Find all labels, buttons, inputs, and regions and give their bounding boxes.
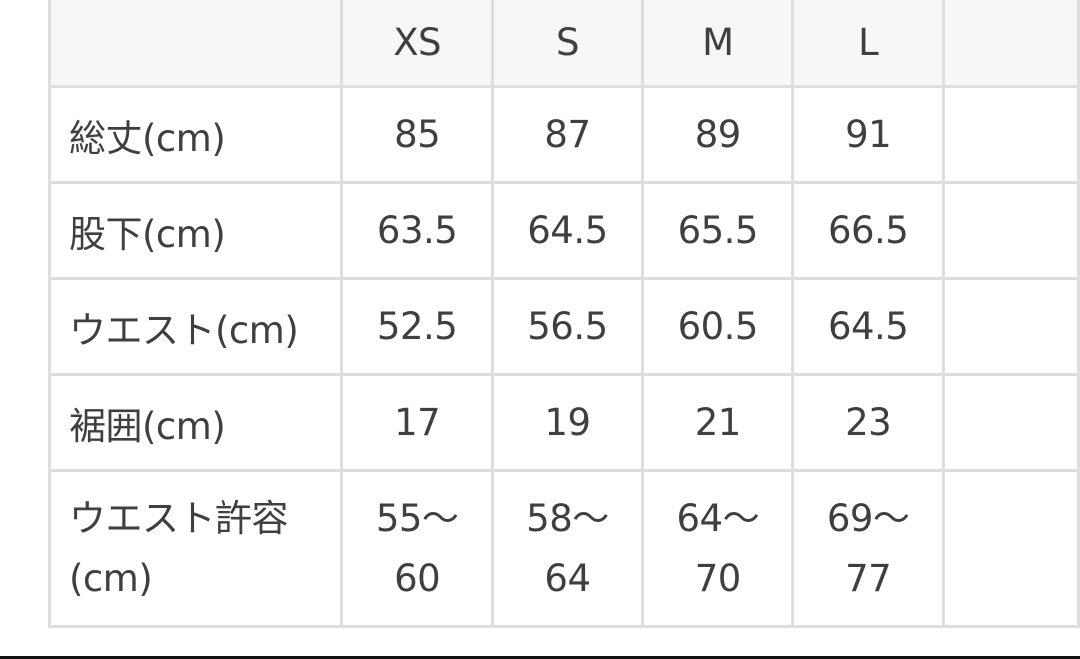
cell: [941, 469, 1080, 628]
cell: 52.5: [340, 277, 494, 376]
row-label: 総丈(cm): [47, 85, 344, 184]
divider: [0, 656, 1080, 659]
cell: 19: [490, 373, 645, 472]
cell: 85: [340, 85, 494, 184]
size-table-container: XS S M L 総丈(cm) 85 87 89 91 股下(cm) 63.5 …: [47, 0, 1080, 628]
table-row: 総丈(cm) 85 87 89 91: [47, 85, 1080, 184]
row-label: ウエスト許容 (cm): [47, 469, 344, 628]
cell: 60.5: [641, 277, 795, 376]
row-label: 股下(cm): [47, 181, 344, 280]
cell: 69〜 77: [791, 469, 945, 628]
cell: [941, 85, 1080, 184]
header-row: XS S M L: [47, 0, 1080, 88]
cell: 87: [490, 85, 645, 184]
cell-line: 64〜: [676, 496, 760, 540]
cell-line: 69〜: [826, 496, 910, 540]
table-row: ウエスト許容 (cm) 55〜 60 58〜 64 64〜 70 69〜 77: [47, 469, 1080, 628]
cell: 64〜 70: [641, 469, 795, 628]
cell: 91: [791, 85, 945, 184]
cell: 58〜 64: [490, 469, 645, 628]
header-s: S: [490, 0, 645, 88]
size-table: XS S M L 総丈(cm) 85 87 89 91 股下(cm) 63.5 …: [47, 0, 1080, 628]
table-row: 股下(cm) 63.5 64.5 65.5 66.5: [47, 181, 1080, 280]
cell: 64.5: [791, 277, 945, 376]
table-row: 裾囲(cm) 17 19 21 23: [47, 373, 1080, 472]
header-l: L: [791, 0, 945, 88]
cell-line: 77: [845, 556, 892, 600]
cell-line: 70: [694, 556, 742, 600]
cell: [941, 181, 1080, 280]
cell: 17: [340, 373, 494, 472]
cell: 64.5: [490, 181, 645, 280]
header-m: M: [641, 0, 795, 88]
cell-line: 58〜: [526, 496, 609, 540]
cell: 56.5: [490, 277, 645, 376]
cell-line: 60: [394, 556, 441, 600]
cell: 89: [641, 85, 795, 184]
cell: [941, 373, 1080, 472]
header-xs: XS: [340, 0, 494, 88]
cell-line: 55〜: [375, 496, 459, 540]
header-next: [941, 0, 1080, 88]
row-label-line: ウエスト許容: [69, 496, 289, 540]
row-label: ウエスト(cm): [47, 277, 344, 376]
cell: 63.5: [340, 181, 494, 280]
cell: 65.5: [641, 181, 795, 280]
row-label: 裾囲(cm): [47, 373, 344, 472]
cell: 55〜 60: [340, 469, 494, 628]
cell: 21: [641, 373, 795, 472]
cell: 23: [791, 373, 945, 472]
cell-line: 64: [544, 556, 591, 600]
table-row: ウエスト(cm) 52.5 56.5 60.5 64.5: [47, 277, 1080, 376]
cell: [941, 277, 1080, 376]
header-corner: [47, 0, 344, 88]
row-label-line: (cm): [69, 556, 153, 600]
cell: 66.5: [791, 181, 945, 280]
